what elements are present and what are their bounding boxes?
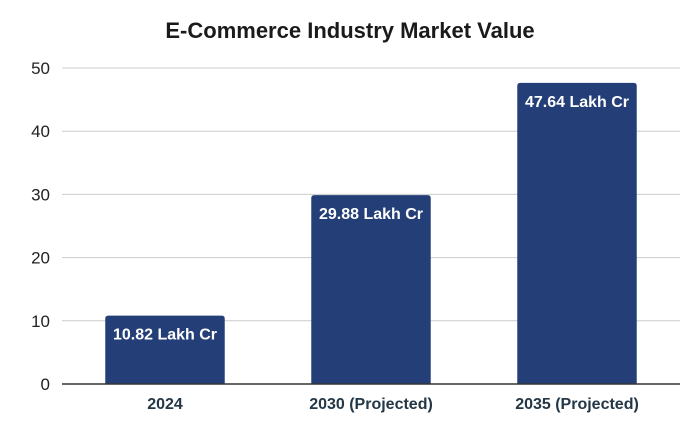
bar	[517, 82, 637, 385]
data-label: 47.64 Lakh Cr	[525, 94, 629, 111]
x-tick-label: 2035 (Projected)	[515, 396, 639, 413]
chart-title: E-Commerce Industry Market Value	[165, 18, 535, 43]
data-label: 29.88 Lakh Cr	[319, 206, 423, 223]
bar	[105, 315, 225, 384]
axes: 0 10 20 30 40 50 2024 2030 (Projected) 2035 (Pro…	[31, 59, 680, 413]
y-tick-label: 10	[31, 312, 50, 331]
y-tick-label: 50	[31, 59, 50, 78]
data-label: 10.82 Lakh Cr	[113, 327, 217, 344]
y-tick-label: 20	[31, 249, 50, 268]
x-tick-label: 2030 (Projected)	[309, 396, 433, 413]
y-tick-label: 0	[41, 375, 50, 394]
y-tick-label: 40	[31, 122, 50, 141]
bars: 10.82 Lakh Cr 29.88 Lakh Cr 47.64 Lakh Cr	[105, 82, 637, 385]
bar	[311, 195, 431, 384]
x-tick-label: 2024	[147, 396, 183, 413]
y-tick-label: 30	[31, 185, 50, 204]
